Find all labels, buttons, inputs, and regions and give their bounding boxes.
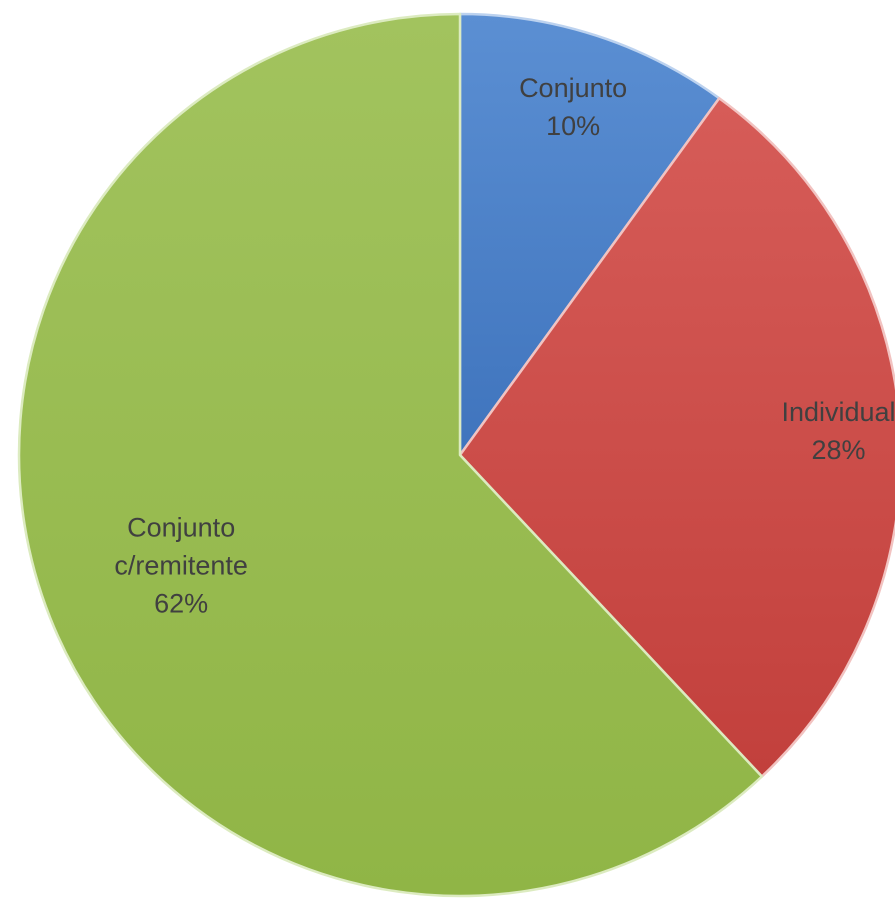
pie-slice-conjunto-c-remitente <box>17 12 764 898</box>
pie-slice-conjunto <box>458 12 721 457</box>
pie-label-individual: Individual 28% <box>781 397 895 465</box>
pie-label-conjunto: Conjunto 10% <box>519 73 627 141</box>
pie-percent-individual: 28% <box>811 435 865 465</box>
pie-category-individual: Individual <box>781 397 895 427</box>
pie-category-conjunto-c-remitente: c/remitente <box>114 550 248 580</box>
pie-category-conjunto-c-remitente: Conjunto <box>127 512 235 542</box>
pie-slice-individual <box>458 96 895 778</box>
pie-category-conjunto: Conjunto <box>519 73 627 103</box>
pie-labels: Conjunto 10% Individual 28% Conjunto c/remite… <box>114 73 895 619</box>
pie-percent-conjunto: 10% <box>546 111 600 141</box>
pie-label-conjunto-c-remitente: Conjunto c/remitente 62% <box>114 512 248 618</box>
pie-slices <box>17 12 895 898</box>
pie-percent-conjunto-c-remitente: 62% <box>154 588 208 618</box>
